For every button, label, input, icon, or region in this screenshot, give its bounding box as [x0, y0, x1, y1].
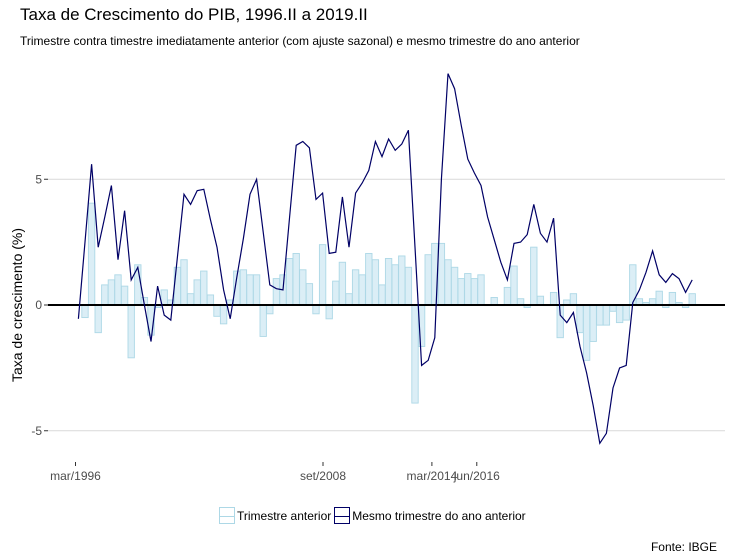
bar	[206, 294, 215, 306]
bar	[239, 269, 248, 306]
bar	[470, 278, 479, 306]
legend-key-line-icon	[334, 507, 351, 524]
y-tick-label: -5	[31, 424, 42, 438]
bar	[266, 304, 274, 315]
bar	[213, 304, 221, 317]
bar	[569, 293, 578, 306]
bar	[596, 304, 604, 326]
x-tick-label: mar/2014	[407, 469, 458, 483]
bar	[292, 252, 300, 306]
line-series	[77, 73, 693, 445]
bar	[101, 284, 109, 306]
bar	[312, 304, 320, 315]
bar	[200, 270, 208, 306]
bar	[510, 265, 518, 306]
source-note: Fonte: IBGE	[650, 540, 717, 554]
x-tick-label: jun/2016	[453, 469, 500, 483]
bar	[582, 304, 591, 361]
bar	[358, 274, 366, 306]
bar	[444, 259, 452, 306]
bar	[127, 304, 135, 359]
bar	[398, 255, 406, 306]
bar	[464, 273, 472, 306]
bar	[186, 293, 195, 306]
bar	[622, 304, 630, 321]
legend-item-trimestre-anterior: Trimestre anterior	[219, 507, 331, 524]
bar	[318, 244, 327, 306]
bar	[378, 284, 386, 306]
bar	[325, 304, 333, 320]
bar	[668, 291, 677, 306]
bar	[549, 291, 558, 306]
bar	[437, 242, 446, 306]
bar	[180, 259, 188, 306]
chart-title: Taxa de Crescimento do PIB, 1996.II a 20…	[20, 5, 368, 24]
legend: Trimestre anterior Mesmo trimestre do an…	[219, 507, 529, 524]
bar	[120, 285, 129, 306]
bar	[272, 278, 281, 306]
bar	[536, 295, 545, 306]
bar	[285, 258, 294, 306]
bar	[450, 266, 459, 306]
bar	[688, 293, 696, 306]
bar	[530, 246, 538, 306]
bar	[576, 304, 584, 334]
bar	[252, 274, 261, 306]
bar-series	[81, 202, 696, 404]
bar	[411, 304, 419, 404]
bar	[219, 304, 228, 325]
bar	[365, 252, 373, 306]
bar	[87, 202, 96, 306]
bar	[81, 304, 89, 319]
bar	[391, 264, 399, 306]
bar	[457, 278, 465, 306]
bar	[589, 304, 597, 342]
y-ticks: -5 0 5	[31, 172, 48, 438]
y-tick-label: 0	[35, 298, 42, 312]
y-tick-label: 5	[35, 172, 42, 186]
bar	[404, 266, 413, 306]
bar	[503, 286, 512, 306]
bar	[351, 269, 360, 306]
bar	[371, 259, 380, 306]
bar	[114, 274, 122, 306]
x-tick-label: mar/1996	[50, 469, 101, 483]
bar	[305, 283, 314, 306]
bar	[332, 280, 340, 306]
bar	[602, 304, 611, 326]
legend-key-bar-icon	[219, 507, 235, 524]
bar	[246, 274, 254, 306]
bar	[424, 254, 432, 306]
bar	[193, 279, 201, 306]
legend-label: Mesmo trimestre do ano anterior	[352, 508, 526, 523]
bar	[384, 258, 393, 306]
bar	[299, 269, 307, 306]
chart-subtitle: Trimestre contra timestre imediatamente …	[20, 34, 580, 48]
bar	[107, 279, 116, 306]
gridlines	[48, 178, 725, 432]
bar	[345, 293, 353, 306]
bar	[94, 304, 102, 334]
bar	[259, 304, 267, 337]
legend-label: Trimestre anterior	[237, 508, 332, 523]
legend-item-mesmo-trimestre: Mesmo trimestre do ano anterior	[334, 507, 526, 524]
bar	[338, 261, 347, 306]
bar	[655, 290, 663, 306]
bar	[490, 297, 498, 306]
bar	[477, 274, 485, 306]
bar	[615, 304, 624, 324]
x-tick-label: set/2008	[300, 469, 346, 483]
